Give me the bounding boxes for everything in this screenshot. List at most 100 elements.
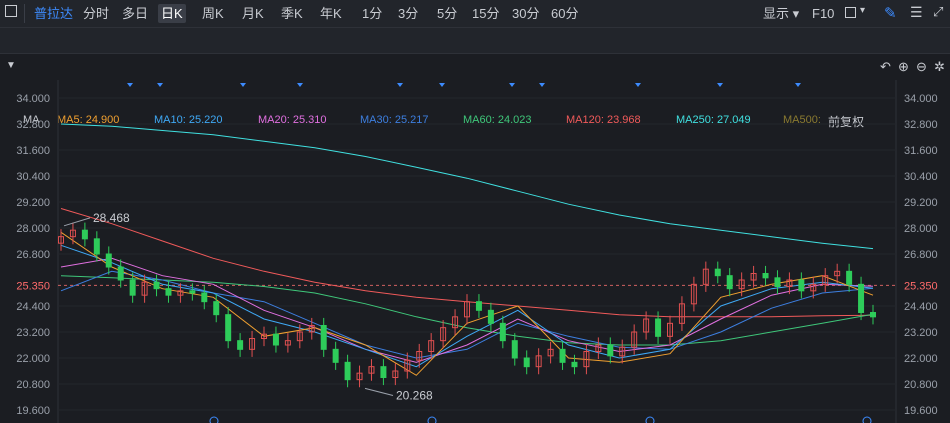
tab-quarterly-k[interactable]: 季K — [281, 6, 303, 21]
bottom-marker-icon — [645, 416, 655, 423]
bottom-marker-icon — [862, 416, 872, 423]
candle-body — [368, 366, 375, 374]
candle-body — [105, 253, 112, 268]
candle-body — [870, 312, 876, 318]
candle-body — [69, 229, 76, 238]
y-tick-label-right: 23.200 — [904, 327, 938, 339]
kline-chart[interactable]: 34.000 34.000 32.800 32.800 31.600 31.600 30.4… — [0, 80, 950, 423]
event-marker-icon — [157, 83, 163, 87]
stock-name-tab[interactable]: 普拉达 — [34, 6, 74, 21]
y-tick-label-left: 20.800 — [16, 379, 50, 391]
y-tick-label-left: 24.400 — [16, 301, 50, 313]
candle-body — [834, 270, 841, 277]
event-marker-icon — [397, 83, 403, 87]
toolbar-divider — [24, 4, 25, 23]
event-marker-icon — [635, 83, 641, 87]
candle-body — [523, 357, 530, 368]
y-tick-label-left: 34.000 — [16, 93, 50, 105]
candle-body — [511, 340, 518, 359]
y-tick-label-right: 31.600 — [904, 145, 938, 157]
y-tick-label-left: 30.400 — [16, 171, 50, 183]
low-price-label: 20.268 — [396, 389, 433, 403]
tab-60min[interactable]: 60分 — [551, 6, 579, 21]
window-icon[interactable] — [5, 5, 17, 17]
bottom-marker-icon — [427, 416, 437, 423]
chevron-down-icon[interactable]: ▾ — [860, 5, 866, 16]
candle-body — [249, 338, 256, 350]
legend-ma10: MA10: 25.220 — [154, 114, 223, 126]
y-tick-label-right: 25.350 — [904, 280, 938, 292]
tab-monthly-k[interactable]: 月K — [242, 6, 264, 21]
y-tick-label-left: 25.350 — [16, 280, 50, 292]
pen-icon[interactable]: ✎ — [884, 5, 897, 22]
candle-body — [308, 325, 315, 333]
y-tick-label-right: 20.800 — [904, 379, 938, 391]
tab-daily-k[interactable]: 日K — [158, 4, 186, 23]
f10-button[interactable]: F10 — [812, 6, 835, 21]
tab-weekly-k[interactable]: 周K — [202, 6, 224, 21]
candle-body — [404, 359, 411, 372]
candle-body — [416, 351, 423, 361]
event-marker-icon — [795, 83, 801, 87]
event-marker-icon — [509, 83, 515, 87]
candle-body — [213, 301, 220, 316]
candle-body — [93, 238, 100, 255]
y-tick-label-left: 28.000 — [16, 223, 50, 235]
ma-line-ma250 — [60, 123, 874, 250]
tab-3min[interactable]: 3分 — [398, 6, 419, 21]
remove-icon[interactable]: ⊖ — [916, 59, 927, 74]
add-icon[interactable]: ⊕ — [898, 59, 909, 74]
candle-body — [237, 340, 244, 350]
candle-body — [58, 236, 64, 244]
ma-line-ma20 — [60, 257, 874, 363]
candle-body — [750, 273, 757, 281]
candle-body — [464, 301, 470, 318]
candle-body — [117, 266, 124, 281]
tab-15min[interactable]: 15分 — [472, 6, 500, 21]
y-tick-label-right: 19.600 — [904, 405, 938, 417]
candle-body — [786, 279, 793, 287]
candle-body — [475, 301, 482, 311]
y-tick-label-right: 34.000 — [904, 93, 938, 105]
candle-body — [499, 322, 506, 342]
candle-body — [846, 270, 853, 285]
tab-1min[interactable]: 1分 — [362, 6, 383, 21]
event-marker-icon — [539, 83, 545, 87]
ma-legend-bar: ▼ MA MA5: 24.900 MA10: 25.220 MA20: 25.3… — [0, 54, 950, 129]
undo-icon[interactable]: ↶ — [880, 59, 891, 74]
candle-body — [177, 290, 184, 296]
legend-ma250: MA250: 27.049 — [676, 114, 751, 126]
candle-body — [141, 281, 148, 296]
candle-body — [284, 340, 291, 346]
candle-body — [858, 283, 865, 313]
candle-body — [392, 370, 399, 378]
tab-duori[interactable]: 多日 — [122, 6, 149, 21]
candle-body — [201, 292, 208, 303]
candle-body — [583, 351, 590, 368]
fullscreen-icon[interactable]: ⤢ — [933, 4, 944, 19]
high-price-label: 28.468 — [93, 211, 130, 225]
checkbox-icon[interactable] — [845, 7, 856, 18]
candle-body — [714, 268, 721, 277]
event-marker-icon — [240, 83, 246, 87]
candle-body — [678, 303, 685, 324]
tab-yearly-k[interactable]: 年K — [320, 6, 342, 21]
bottom-marker-icon — [209, 416, 219, 423]
display-menu[interactable]: 显示 ▾ — [763, 6, 800, 21]
fuquan-button[interactable]: 前复权 — [828, 115, 865, 129]
tab-5min[interactable]: 5分 — [437, 6, 458, 21]
candle-body — [631, 331, 638, 348]
tab-fenshi[interactable]: 分时 — [83, 6, 110, 21]
candle-body — [762, 273, 769, 279]
tab-30min[interactable]: 30分 — [512, 6, 540, 21]
candle-body — [81, 229, 88, 240]
menu-icon[interactable]: ☰ — [910, 4, 923, 20]
candle-body — [296, 331, 303, 342]
collapse-icon[interactable]: ▼ — [6, 60, 16, 71]
ma-label[interactable]: MA — [23, 114, 40, 126]
candle-body — [547, 348, 554, 357]
candle-body — [440, 327, 447, 342]
settings-icon[interactable]: ✲ — [934, 59, 945, 74]
ma-line-ma10 — [60, 244, 874, 368]
candle-body — [667, 322, 673, 337]
